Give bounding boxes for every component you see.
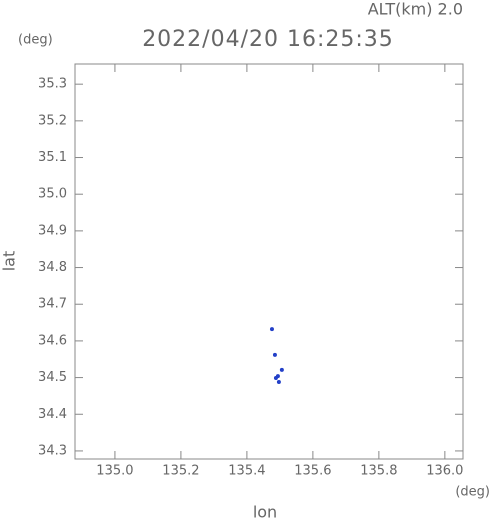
y-tick-label: 34.8 <box>38 260 67 275</box>
y-tick-label: 34.9 <box>38 223 67 238</box>
altitude-label: ALT(km) 2.0 <box>368 0 463 19</box>
x-tick-label: 135.8 <box>360 464 397 479</box>
y-tick-label: 35.2 <box>38 113 67 128</box>
x-tick-label: 135.0 <box>96 464 133 479</box>
y-tick-label: 34.4 <box>38 407 67 422</box>
y-tick-label: 34.7 <box>38 297 67 312</box>
x-tick-label: 135.2 <box>162 464 199 479</box>
y-tick-label: 34.3 <box>38 443 67 458</box>
point <box>273 375 278 380</box>
y-unit: (deg) <box>18 33 53 48</box>
x-tick-label: 136.0 <box>426 464 463 479</box>
point <box>279 367 284 372</box>
y-tick-label: 35.0 <box>38 187 67 202</box>
point <box>276 379 281 384</box>
plot-frame <box>74 63 464 460</box>
y-tick-label: 34.6 <box>38 333 67 348</box>
x-tick-label: 135.4 <box>228 464 265 479</box>
y-tick-label: 35.3 <box>38 77 67 92</box>
point <box>272 352 277 357</box>
y-tick-label: 35.1 <box>38 150 67 165</box>
y-axis-label: lat <box>0 251 19 272</box>
x-tick-label: 135.6 <box>294 464 331 479</box>
point <box>269 327 274 332</box>
y-tick-label: 34.5 <box>38 370 67 385</box>
chart-title: 2022/04/20 16:25:35 <box>142 27 394 52</box>
x-unit: (deg) <box>455 485 490 500</box>
x-axis-label: lon <box>253 503 277 521</box>
